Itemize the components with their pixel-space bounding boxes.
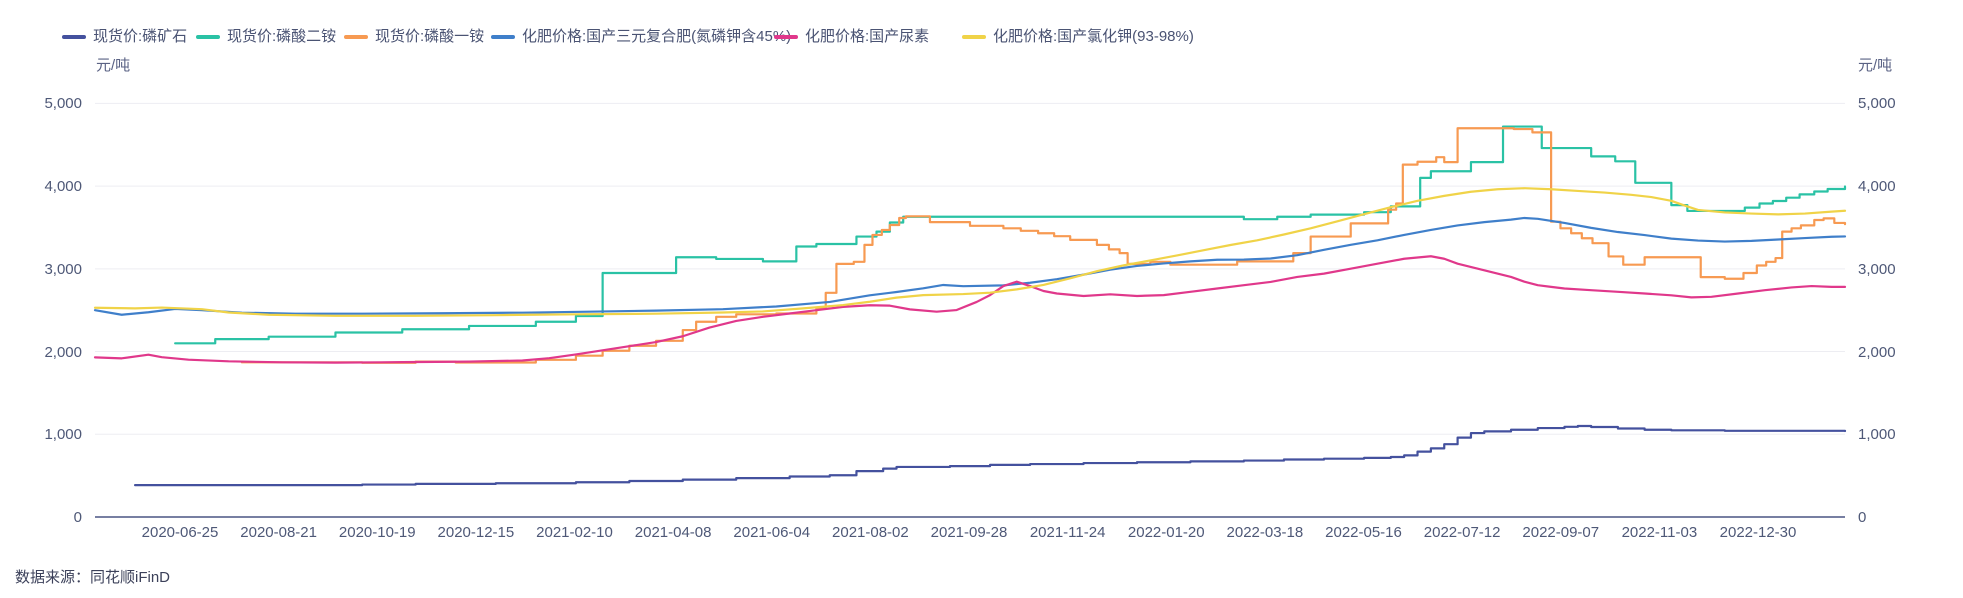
- x-tick-2021-04-08: 2021-04-08: [634, 524, 712, 541]
- y-tick-right-1000: 1,000: [1858, 426, 1896, 444]
- x-tick-2020-10-19: 2020-10-19: [338, 524, 416, 541]
- series-line-domestic-urea: [93, 255, 1847, 364]
- y-tick-left-5000: 5,000: [44, 95, 82, 113]
- legend-label: 现货价:磷酸一铵: [375, 28, 485, 45]
- series-line-npk-compound-fertilizer: [93, 216, 1847, 316]
- y-tick-right-5000: 5,000: [1858, 95, 1896, 113]
- y-axis-unit-left: 元/吨: [96, 57, 131, 74]
- y-tick-left-1000: 1,000: [44, 426, 82, 444]
- legend-line-swatch: [344, 35, 368, 39]
- x-tick-2021-02-10: 2021-02-10: [536, 524, 613, 541]
- legend-label: 化肥价格:国产氯化钾(93-98%): [993, 28, 1194, 45]
- series-line-spot-dap: [174, 125, 1847, 345]
- x-tick-2021-11-24: 2021-11-24: [1029, 524, 1106, 541]
- legend-line-swatch: [774, 35, 798, 39]
- x-tick-2020-06-25: 2020-06-25: [141, 524, 219, 541]
- legend-item-domestic-urea[interactable]: 化肥价格:国产尿素: [774, 27, 929, 47]
- legend-label: 现货价:磷矿石: [93, 28, 188, 45]
- legend-line-swatch: [62, 35, 86, 39]
- series-line-spot-phosphate-rock: [133, 424, 1847, 487]
- x-tick-2022-05-16: 2022-05-16: [1325, 524, 1402, 541]
- legend-item-npk-compound-fertilizer[interactable]: 化肥价格:国产三元复合肥(氮磷钾含45%): [491, 27, 791, 47]
- legend-item-spot-phosphate-rock[interactable]: 现货价:磷矿石: [62, 27, 187, 47]
- x-tick-2022-07-12: 2022-07-12: [1423, 524, 1501, 541]
- y-tick-left-0: 0: [73, 509, 82, 526]
- y-tick-right-3000: 3,000: [1858, 260, 1896, 278]
- y-tick-left-3000: 3,000: [44, 260, 82, 278]
- x-tick-2022-03-18: 2022-03-18: [1226, 524, 1304, 541]
- x-tick-2022-12-30: 2022-12-30: [1719, 524, 1797, 541]
- y-axis-unit-right: 元/吨: [1858, 57, 1893, 74]
- legend-item-spot-dap[interactable]: 现货价:磷酸二铵: [196, 27, 336, 47]
- x-tick-2021-09-28: 2021-09-28: [930, 524, 1008, 541]
- legend-item-spot-map[interactable]: 现货价:磷酸一铵: [344, 27, 484, 47]
- legend-label: 化肥价格:国产尿素: [805, 28, 930, 45]
- legend-line-swatch: [491, 35, 515, 39]
- x-tick-2021-06-04: 2021-06-04: [733, 524, 811, 541]
- legend-label: 化肥价格:国产三元复合肥(氮磷钾含45%): [522, 28, 792, 45]
- legend-label: 现货价:磷酸二铵: [227, 28, 337, 45]
- y-tick-right-4000: 4,000: [1858, 178, 1896, 196]
- series-line-spot-map: [240, 127, 1847, 364]
- x-tick-2020-08-21: 2020-08-21: [240, 524, 317, 541]
- legend-item-potassium-chloride[interactable]: 化肥价格:国产氯化钾(93-98%): [962, 27, 1194, 47]
- y-tick-right-0: 0: [1858, 509, 1867, 526]
- data-source-note: 数据来源：同花顺iFinD: [15, 569, 171, 586]
- y-tick-left-4000: 4,000: [44, 178, 82, 196]
- y-tick-right-2000: 2,000: [1858, 343, 1896, 361]
- x-tick-2020-12-15: 2020-12-15: [437, 524, 515, 541]
- y-tick-left-2000: 2,000: [44, 343, 82, 361]
- x-tick-2022-11-03: 2022-11-03: [1621, 524, 1698, 541]
- x-tick-2022-09-07: 2022-09-07: [1522, 524, 1600, 541]
- series-line-potassium-chloride: [93, 187, 1847, 317]
- legend-line-swatch: [196, 35, 220, 39]
- legend-line-swatch: [962, 35, 986, 39]
- x-tick-2022-01-20: 2022-01-20: [1127, 524, 1205, 541]
- x-tick-2021-08-02: 2021-08-02: [832, 524, 909, 541]
